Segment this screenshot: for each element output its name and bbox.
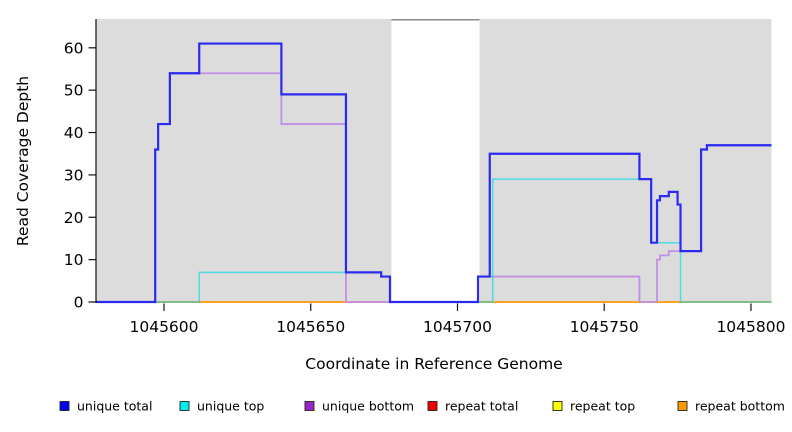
legend-label-unique-total: unique total xyxy=(77,399,152,414)
legend-item-unique-top: unique top xyxy=(179,399,264,414)
series-layer xyxy=(96,42,772,304)
legend: unique total unique top unique bottom repea… xyxy=(59,399,785,414)
legend-item-repeat-top: repeat top xyxy=(552,399,635,414)
x-axis-tick-label: 1045600 xyxy=(129,318,198,336)
legend-item-unique-total: unique total xyxy=(59,399,152,414)
legend-swatch-unique-total xyxy=(59,401,70,411)
legend-swatch-repeat-total xyxy=(427,401,438,411)
legend-swatch-unique-bottom xyxy=(304,401,315,411)
legend-label-repeat-bottom: repeat bottom xyxy=(695,399,785,414)
legend-label-unique-bottom: unique bottom xyxy=(322,399,414,414)
legend-item-repeat-total: repeat total xyxy=(427,399,518,414)
x-axis-tick-label: 1045700 xyxy=(423,318,492,336)
legend-item-repeat-bottom: repeat bottom xyxy=(677,399,785,414)
coverage-gap-band xyxy=(391,19,480,303)
legend-item-unique-bottom: unique bottom xyxy=(304,399,414,414)
plot-panel-layer xyxy=(96,19,772,303)
x-axis-tick-label: 1045650 xyxy=(276,318,345,336)
legend-swatch-unique-top xyxy=(179,401,190,411)
legend-label-unique-top: unique top xyxy=(197,399,264,414)
legend-swatch-repeat-bottom xyxy=(677,401,688,411)
y-axis-tick-label: 0 xyxy=(74,294,84,312)
axis-layer: 0 10 20 30 40 50 60 1045600 1045650 1045700 104575… xyxy=(64,19,785,336)
y-axis-tick-label: 20 xyxy=(64,209,84,227)
y-axis-tick-label: 50 xyxy=(64,82,84,100)
legend-label-repeat-total: repeat total xyxy=(445,399,518,414)
x-axis-tick-label: 1045800 xyxy=(716,318,785,336)
y-axis-title: Read Coverage Depth xyxy=(14,76,32,246)
y-axis-tick-label: 60 xyxy=(64,39,84,57)
y-axis-tick-label: 30 xyxy=(64,166,84,184)
legend-swatch-repeat-top xyxy=(552,401,563,411)
y-axis-tick-label: 40 xyxy=(64,124,84,142)
x-axis-title: Coordinate in Reference Genome xyxy=(305,355,562,373)
x-axis-tick-label: 1045750 xyxy=(570,318,639,336)
y-axis-tick-label: 10 xyxy=(64,251,84,269)
series-unique-total xyxy=(96,42,772,304)
legend-label-repeat-top: repeat top xyxy=(570,399,635,414)
